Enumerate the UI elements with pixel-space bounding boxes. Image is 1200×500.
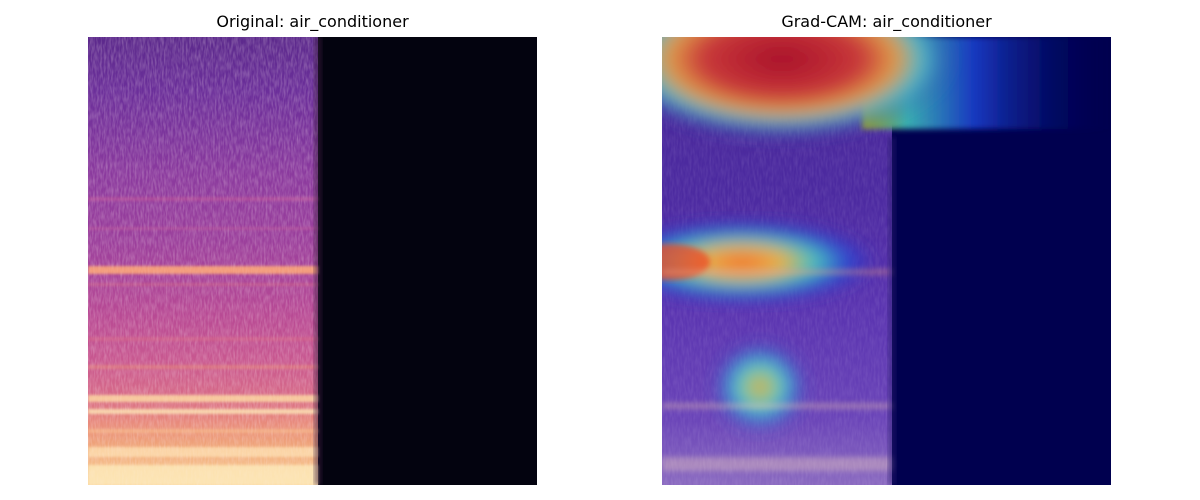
original-title: Original: air_conditioner — [216, 12, 409, 31]
original-spectrogram — [88, 37, 537, 485]
gradcam-title: Grad-CAM: air_conditioner — [781, 12, 992, 31]
top-activation — [662, 37, 957, 139]
low-activation — [712, 341, 808, 433]
gradcam-overlay — [662, 37, 1111, 485]
mid-activation — [662, 220, 877, 304]
